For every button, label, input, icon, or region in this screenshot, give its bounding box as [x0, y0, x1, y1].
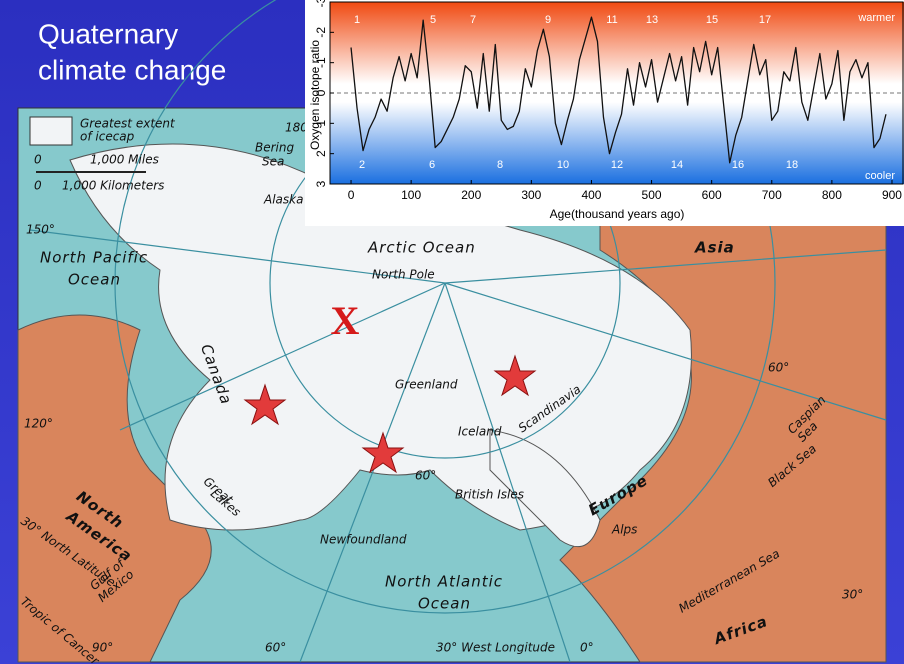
annotation: warmer	[857, 12, 895, 24]
map-label: Sea	[262, 155, 284, 169]
stage-label: 12	[611, 159, 623, 171]
y-tick-label: -1	[314, 57, 328, 68]
star	[361, 431, 405, 474]
map-label: 60°	[265, 641, 286, 655]
x-axis-label: Age(thousand years ago)	[550, 207, 685, 221]
map-label: North Pole	[372, 268, 435, 282]
x-tick-label: 100	[401, 188, 421, 202]
star	[493, 354, 537, 397]
stage-label: 11	[606, 14, 617, 26]
map-label: Ocean	[418, 595, 471, 613]
scale-label: 1,000 Miles	[90, 153, 159, 167]
map-label: 0°	[580, 641, 594, 655]
y-tick-label: 1	[314, 120, 328, 127]
star	[243, 383, 287, 426]
map-label: Bering	[255, 141, 294, 155]
map-label: Newfoundland	[320, 533, 407, 547]
stage-label: 10	[557, 159, 569, 171]
map-label: Asia	[694, 239, 735, 257]
y-tick-label: 2	[314, 150, 328, 157]
x-tick-label: 400	[581, 188, 601, 202]
map-label: Ocean	[68, 271, 121, 289]
x-tick-label: 600	[702, 188, 722, 202]
stage-label: 15	[706, 14, 718, 26]
stage-label: 13	[646, 14, 658, 26]
x-tick-label: 700	[762, 188, 782, 202]
map-label: 120°	[24, 417, 53, 431]
chart: Oxygen isotope ratio Age(thousand years …	[305, 0, 904, 226]
legend-swatch	[29, 116, 73, 146]
x-tick-label: 900	[882, 188, 902, 202]
map-label: 150°	[26, 223, 55, 237]
stage-label: 8	[497, 159, 503, 171]
x-tick-label: 500	[642, 188, 662, 202]
y-tick-label: -2	[314, 27, 328, 38]
stage-label: 6	[429, 159, 435, 171]
stage-label: 2	[359, 159, 365, 171]
x-tick-label: 0	[348, 188, 355, 202]
stage-label: 1	[354, 14, 360, 26]
y-tick-label: 0	[314, 89, 328, 96]
map-label: Alps	[611, 523, 637, 537]
map-label: Arctic Ocean	[367, 239, 476, 257]
y-axis-label: Oxygen isotope ratio	[308, 40, 322, 150]
map-label: 30°	[842, 588, 863, 602]
stage-label: 16	[732, 159, 744, 171]
stage-label: 14	[671, 159, 683, 171]
stage-label: 9	[545, 14, 551, 26]
x-tick-label: 300	[521, 188, 541, 202]
legend-label: of icecap	[80, 130, 135, 144]
map-label: Iceland	[458, 425, 502, 439]
map-label: 30° West Longitude	[436, 641, 555, 655]
map-label: Greenland	[395, 378, 458, 392]
scale-label: 0	[34, 153, 42, 167]
map-label: Alaska	[263, 193, 303, 207]
scale-label: 1,000 Kilometers	[62, 179, 164, 193]
graticule	[29, 0, 887, 663]
y-tick-label: 3	[314, 180, 328, 187]
stage-label: 18	[786, 159, 798, 171]
stage-label: 5	[430, 14, 436, 26]
stage-label: 17	[759, 14, 771, 26]
annotation: cooler	[865, 170, 895, 182]
y-tick-label: -3	[314, 0, 328, 7]
title: climate change	[38, 54, 226, 85]
map-label: 60°	[768, 361, 789, 375]
plot-frame	[329, 1, 904, 185]
scale-label: 0	[34, 179, 42, 193]
stage-label: 7	[470, 14, 476, 26]
title: Quaternary	[38, 18, 178, 49]
map-label: North Pacific	[40, 249, 148, 267]
line	[350, 16, 887, 164]
map-label: 60°	[415, 469, 436, 483]
map-label: 90°	[92, 641, 113, 655]
icecap	[489, 429, 601, 548]
map-label: British Isles	[455, 488, 524, 502]
x-tick-label: 800	[822, 188, 842, 202]
marker: X	[331, 298, 360, 343]
legend-label: Greatest extent	[80, 117, 176, 131]
map-label: North Atlantic	[385, 573, 503, 591]
x-tick-label: 200	[461, 188, 481, 202]
